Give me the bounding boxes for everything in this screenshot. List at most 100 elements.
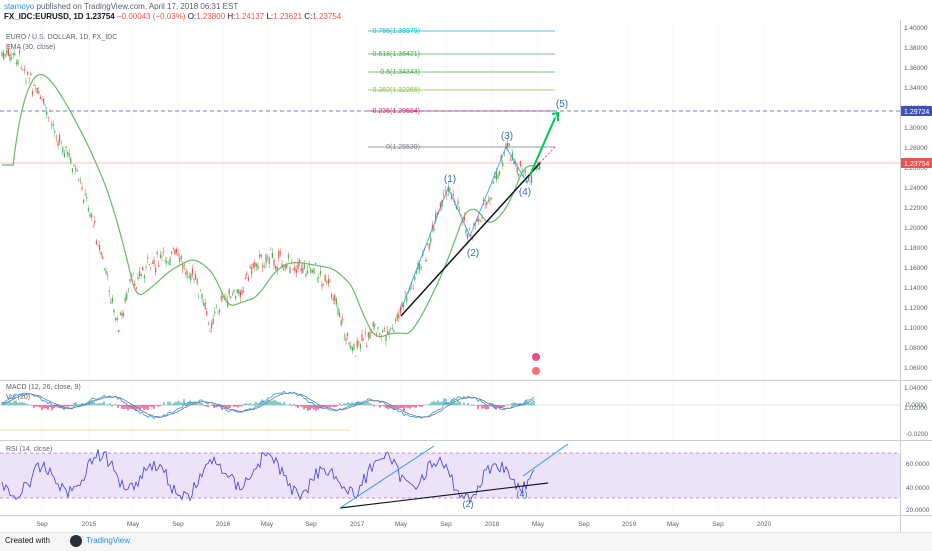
candle-body [19,51,20,54]
fib-label: 0(1.25539) [386,144,420,151]
projection-arrow[interactable] [530,118,555,175]
time-tick: May [667,521,680,528]
macd-bar [307,405,308,411]
candle-body [318,278,319,279]
elliott-wave-path[interactable] [401,112,558,310]
candle-body [161,257,162,258]
candle-body [374,324,375,326]
price-chart[interactable]: 0.786(1.39379) 0.618(1.36421) 0.5(1.3434… [0,0,932,532]
wave-label-5: (5) [556,99,568,110]
candle-body [1,52,2,56]
macd-bar [211,405,212,406]
macd-bar [25,403,26,405]
candle-body [377,327,378,329]
candle-body [225,298,226,299]
macd-bar [93,402,94,406]
macd-bar [383,405,384,407]
candle-body [333,298,334,301]
macd-bar [157,405,158,406]
macd-bar [297,405,298,408]
candle-body [302,268,303,273]
macd-bar [109,403,110,405]
candle-body [321,284,322,287]
macd-bar [295,405,296,407]
candle-body [368,332,369,337]
macd-bar [399,405,400,408]
candle-body [262,265,263,268]
candle-body [62,147,63,152]
macd-bar [239,405,240,406]
candle-body [307,270,308,273]
macd-bar [385,405,386,408]
candle-body [43,99,44,104]
price-tick: 1.24000 [904,185,928,192]
candle-body [509,144,510,146]
candle-body [365,332,366,333]
macd-bar [33,405,34,408]
candle-body [249,267,250,268]
rsi-tick: 60.0000 [906,461,930,468]
macd-bar [117,405,118,408]
candle-body [525,170,526,173]
price-tick: 1.22000 [904,205,928,212]
candle-body [193,279,194,280]
candle-body [497,175,498,179]
macd-bar [381,405,382,406]
tradingview-link[interactable]: TradingView [86,536,130,545]
macd-bar [21,402,22,405]
macd-bar [421,405,422,407]
candle-body [457,201,458,205]
time-tick: 2017 [350,521,365,528]
macd-bar [483,405,484,408]
macd-bar [41,405,42,410]
macd-bar [455,403,456,406]
macd-tick: -0.0200 [906,431,928,438]
candle-body [93,226,94,227]
macd-bar [281,404,282,406]
price-tick: 1.28000 [904,145,928,152]
candle-body [200,290,201,291]
candle-body [88,208,89,211]
candle-body [211,323,212,328]
support-trendline[interactable] [401,163,540,316]
candle-body [213,318,214,324]
macd-bar [249,403,250,405]
candle-body [32,91,33,94]
event-icon[interactable] [532,353,540,361]
candle-body [187,273,188,274]
candle-body [133,275,134,276]
candle-body [297,262,298,269]
candle-body [8,49,9,56]
tradingview-logo-icon[interactable] [70,535,82,547]
price-axis[interactable]: 1.400001.380001.360001.340001.320001.300… [904,25,928,412]
candle-body [269,258,270,264]
candlestick-series[interactable] [1,44,540,357]
macd-bar [503,405,504,407]
price-tick: 1.18000 [904,245,928,252]
candle-body [30,74,31,76]
candle-body [189,276,190,278]
macd-bar [229,405,230,408]
candle-body [185,271,186,275]
macd-bar [459,402,460,406]
macd-bar [45,405,46,408]
macd-bar [69,405,70,406]
macd-bar [175,402,176,406]
macd-bar [231,405,232,406]
ema-line[interactable] [2,75,540,337]
macd-bar [65,405,66,406]
candle-body [152,263,153,264]
candle-body [280,252,281,253]
candle-body [264,267,265,268]
macd-bar [335,405,336,407]
candle-body [38,91,39,93]
candle-body [275,266,276,268]
candle-body [304,264,305,268]
candle-body [149,264,150,265]
candle-body [40,97,41,99]
macd-bar [97,403,98,405]
candle-body [309,265,310,266]
candle-body [257,265,258,269]
event-icon[interactable] [532,367,540,375]
